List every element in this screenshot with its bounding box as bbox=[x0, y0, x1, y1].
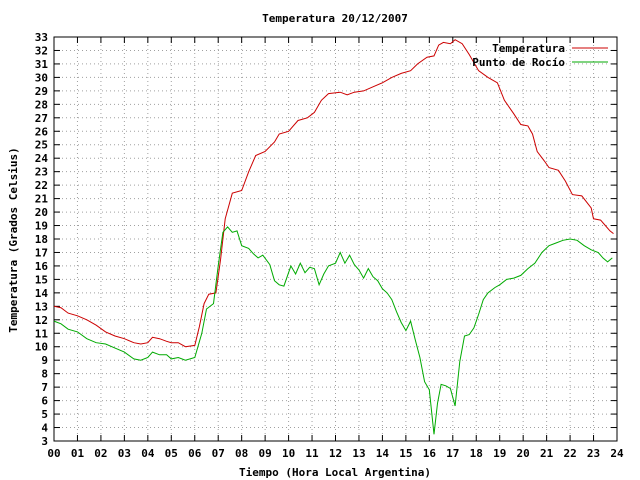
y-tick-label: 31 bbox=[35, 58, 49, 71]
x-tick-label: 14 bbox=[376, 447, 390, 460]
x-tick-label: 11 bbox=[305, 447, 319, 460]
series-lines bbox=[53, 39, 614, 435]
grid-lines bbox=[54, 37, 617, 441]
y-tick-label: 26 bbox=[35, 125, 49, 138]
y-tick-label: 25 bbox=[35, 139, 48, 152]
legend: Temperatura Punto de Rocío bbox=[472, 42, 608, 69]
axis-ticks bbox=[53, 36, 618, 442]
y-tick-label: 24 bbox=[35, 152, 49, 165]
x-tick-label: 10 bbox=[282, 447, 295, 460]
y-tick-label: 29 bbox=[35, 85, 48, 98]
x-tick-label: 18 bbox=[470, 447, 483, 460]
series-line-punto-de-rocio bbox=[53, 226, 613, 435]
y-tick-label: 7 bbox=[41, 381, 48, 394]
x-tick-label: 00 bbox=[47, 447, 60, 460]
x-tick-label: 09 bbox=[259, 447, 272, 460]
legend-label-temperatura: Temperatura bbox=[492, 42, 565, 55]
y-tick-label: 3 bbox=[41, 435, 48, 448]
x-tick-label: 01 bbox=[71, 447, 85, 460]
y-tick-label: 18 bbox=[35, 233, 48, 246]
x-tick-label: 12 bbox=[329, 447, 342, 460]
x-tick-label: 19 bbox=[493, 447, 506, 460]
y-tick-label: 15 bbox=[35, 273, 48, 286]
y-tick-label: 23 bbox=[35, 166, 48, 179]
x-tick-label: 06 bbox=[188, 447, 202, 460]
x-tick-label: 08 bbox=[235, 447, 248, 460]
x-tick-label: 20 bbox=[517, 447, 530, 460]
y-tick-label: 22 bbox=[35, 179, 48, 192]
y-tick-label: 8 bbox=[41, 368, 48, 381]
y-tick-label: 14 bbox=[35, 287, 49, 300]
y-tick-label: 30 bbox=[35, 71, 48, 84]
series-line-temperatura bbox=[53, 39, 614, 348]
x-tick-label: 15 bbox=[399, 447, 412, 460]
x-tick-label: 04 bbox=[141, 447, 155, 460]
y-tick-label: 33 bbox=[35, 31, 48, 44]
y-tick-label: 13 bbox=[35, 300, 48, 313]
legend-label-punto-de-rocio: Punto de Rocío bbox=[472, 56, 565, 69]
x-axis-label: Tiempo (Hora Local Argentina) bbox=[239, 466, 431, 479]
y-tick-label: 28 bbox=[35, 98, 48, 111]
x-tick-label: 22 bbox=[563, 447, 576, 460]
y-tick-label: 16 bbox=[35, 260, 49, 273]
y-tick-label: 5 bbox=[41, 408, 48, 421]
x-tick-label: 16 bbox=[423, 447, 437, 460]
y-tick-label: 6 bbox=[41, 395, 48, 408]
chart-title: Temperatura 20/12/2007 bbox=[262, 12, 408, 25]
x-tick-label: 24 bbox=[610, 447, 624, 460]
y-tick-label: 32 bbox=[35, 44, 48, 57]
y-tick-label: 4 bbox=[41, 422, 48, 435]
x-tick-label: 07 bbox=[212, 447, 225, 460]
y-axis-label: Temperatura (Grados Celsius) bbox=[7, 147, 20, 332]
y-tick-label: 19 bbox=[35, 220, 48, 233]
y-tick-label: 20 bbox=[35, 206, 48, 219]
x-tick-label: 03 bbox=[118, 447, 131, 460]
x-tick-label: 05 bbox=[165, 447, 178, 460]
y-tick-label: 21 bbox=[35, 193, 49, 206]
x-tick-label: 13 bbox=[352, 447, 365, 460]
y-tick-label: 12 bbox=[35, 314, 48, 327]
y-tick-labels: 3456789101112131415161718192021222324252… bbox=[35, 31, 49, 448]
y-tick-label: 17 bbox=[35, 246, 48, 259]
x-tick-label: 23 bbox=[587, 447, 600, 460]
y-tick-label: 10 bbox=[35, 341, 48, 354]
x-tick-label: 02 bbox=[94, 447, 107, 460]
y-tick-label: 27 bbox=[35, 112, 48, 125]
x-tick-label: 21 bbox=[540, 447, 554, 460]
x-tick-labels: 00 01 02 03 04 05 06 07 08 09 10 11 12 13 14 15 16 17 18 19… bbox=[47, 447, 624, 460]
y-tick-label: 11 bbox=[35, 327, 49, 340]
y-tick-label: 9 bbox=[41, 354, 48, 367]
x-tick-label: 17 bbox=[446, 447, 459, 460]
